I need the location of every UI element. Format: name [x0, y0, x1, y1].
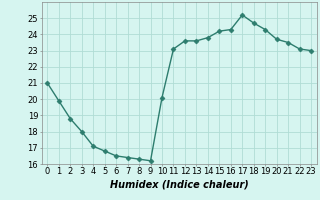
- X-axis label: Humidex (Indice chaleur): Humidex (Indice chaleur): [110, 179, 249, 189]
